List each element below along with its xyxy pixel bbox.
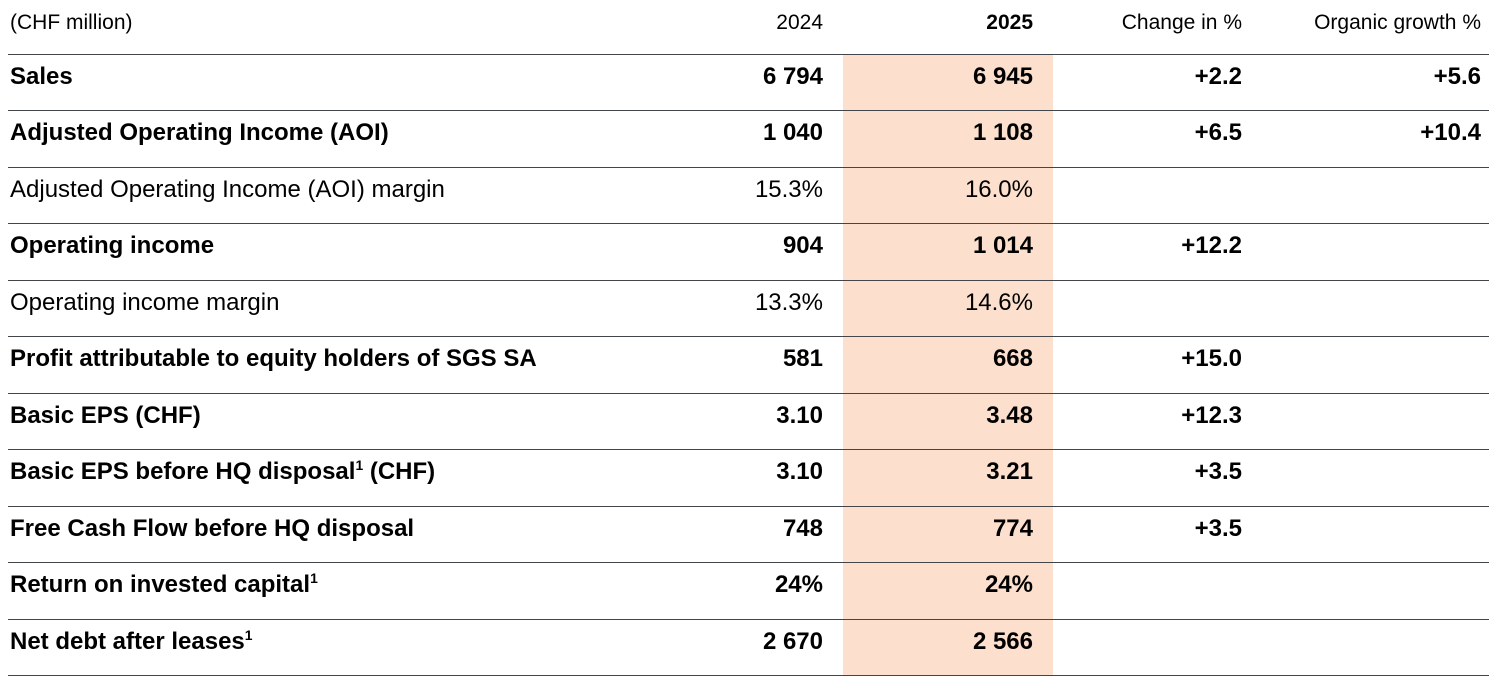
row-label-text: Free Cash Flow before HQ disposal (10, 514, 415, 542)
column-header-organic: Organic growth % (1314, 11, 1481, 34)
row-label: Basic EPS before HQ disposal1 (CHF) (8, 450, 683, 507)
footnote-superscript: 1 (310, 570, 318, 586)
cell-change: +15.0 (1181, 345, 1242, 372)
table-header-row: (CHF million) 2024 2025 Change in % Orga… (8, 0, 1489, 54)
cell-2025: 774 (843, 506, 1053, 563)
row-label: Free Cash Flow before HQ disposal (8, 506, 683, 563)
cell-2024: 581 (782, 345, 823, 372)
table-row-profit-attributable: Profit attributable to equity holders of… (8, 336, 1489, 394)
cell-2024: 6 794 (762, 62, 823, 90)
footnote-superscript: 1 (244, 626, 253, 643)
cell-organic: +10.4 (1420, 119, 1481, 146)
cell-2024: 1 040 (762, 119, 823, 146)
row-label-text: Return on invested capital (10, 571, 311, 598)
table-row-net-debt: Net debt after leases1 2 670 2 566 (8, 619, 1489, 676)
table-row-operating-income: Operating income 904 1 014 +12.2 (8, 223, 1489, 281)
cell-change: +2.2 (1194, 62, 1242, 90)
cell-2024: 2 670 (762, 627, 823, 655)
cell-2025: 3.48 (843, 393, 1053, 450)
unit-label: (CHF million) (10, 11, 133, 34)
row-label: Sales (8, 54, 683, 111)
table-row-return-on-invested-capital: Return on invested capital1 24% 24% (8, 562, 1489, 620)
row-label-text: Adjusted Operating Income (AOI) (10, 119, 389, 146)
table-row-basic-eps: Basic EPS (CHF) 3.10 3.48 +12.3 (8, 393, 1489, 450)
row-label: Operating income (8, 224, 683, 281)
cell-organic (1253, 619, 1489, 676)
row-label-text: Basic EPS (CHF) (10, 401, 201, 429)
cell-2024: 748 (782, 514, 823, 542)
row-label: Adjusted Operating Income (AOI) margin (8, 167, 683, 224)
row-label: Net debt after leases1 (8, 619, 683, 676)
row-label: Basic EPS (CHF) (8, 393, 683, 450)
cell-2025: 1 014 (843, 223, 1053, 280)
row-label: Return on invested capital1 (8, 563, 683, 620)
row-label-text: Operating income margin (10, 288, 280, 316)
row-label-text: Profit attributable to equity holders of… (10, 345, 537, 372)
row-label-text: Basic EPS before HQ disposal (10, 458, 356, 485)
row-label-text: Operating income (10, 232, 215, 259)
cell-2025: 1 108 (843, 110, 1053, 167)
cell-organic (1253, 506, 1489, 563)
row-label-text: Net debt after leases (10, 627, 245, 655)
cell-change: +3.5 (1194, 458, 1242, 485)
column-header-2025: 2025 (986, 11, 1033, 34)
table-row-sales: Sales 6 794 6 945 +2.2 +5.6 (8, 54, 1489, 111)
table-row-aoi: Adjusted Operating Income (AOI) 1 040 1 … (8, 110, 1489, 168)
cell-change: +12.3 (1181, 401, 1242, 429)
row-label-text: Adjusted Operating Income (AOI) margin (10, 175, 445, 203)
cell-2025: 2 566 (843, 619, 1053, 676)
cell-2024: 13.3% (754, 288, 823, 316)
column-header-change: Change in % (1121, 11, 1242, 34)
cell-2025: 24% (843, 562, 1053, 619)
row-label-suffix: (CHF) (363, 458, 436, 485)
table-row-basic-eps-before-hq: Basic EPS before HQ disposal1 (CHF) 3.10… (8, 449, 1489, 507)
cell-2024: 15.3% (754, 175, 823, 203)
cell-organic (1253, 280, 1489, 337)
row-label: Adjusted Operating Income (AOI) (8, 111, 683, 168)
cell-organic: +5.6 (1433, 62, 1481, 90)
cell-2025: 668 (843, 336, 1053, 393)
cell-organic (1253, 224, 1489, 281)
table-row-free-cash-flow: Free Cash Flow before HQ disposal 748 77… (8, 506, 1489, 563)
cell-organic (1253, 393, 1489, 450)
cell-change: +3.5 (1194, 514, 1242, 542)
cell-organic (1253, 167, 1489, 224)
cell-change: +6.5 (1194, 119, 1242, 146)
column-header-2024: 2024 (776, 11, 823, 34)
cell-2025: 16.0% (843, 167, 1053, 224)
cell-change (1053, 280, 1253, 337)
cell-2024: 904 (782, 232, 823, 259)
row-label-text: Sales (10, 62, 73, 90)
cell-change (1053, 619, 1253, 676)
cell-2025: 14.6% (843, 280, 1053, 337)
table-row-operating-income-margin: Operating income margin 13.3% 14.6% (8, 280, 1489, 337)
cell-change (1053, 167, 1253, 224)
cell-organic (1253, 450, 1489, 507)
cell-organic (1253, 337, 1489, 394)
cell-2024: 3.10 (776, 458, 823, 485)
row-label: Profit attributable to equity holders of… (8, 337, 683, 394)
cell-organic (1253, 563, 1489, 620)
row-label: Operating income margin (8, 280, 683, 337)
cell-2025: 6 945 (843, 54, 1053, 111)
cell-2025: 3.21 (843, 449, 1053, 506)
cell-2024: 3.10 (776, 401, 823, 429)
cell-change (1053, 563, 1253, 620)
footnote-superscript: 1 (355, 457, 364, 473)
cell-2024: 24% (774, 571, 823, 598)
table-row-aoi-margin: Adjusted Operating Income (AOI) margin 1… (8, 167, 1489, 224)
cell-change: +12.2 (1181, 232, 1242, 259)
financial-highlights-table: (CHF million) 2024 2025 Change in % Orga… (8, 0, 1489, 676)
